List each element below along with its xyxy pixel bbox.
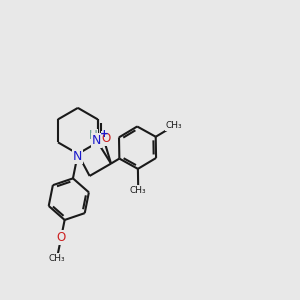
Text: CH₃: CH₃	[130, 186, 147, 195]
Text: O: O	[56, 231, 66, 244]
Text: H: H	[89, 129, 98, 142]
Text: CH₃: CH₃	[49, 254, 65, 263]
Text: N: N	[73, 150, 82, 163]
Text: +: +	[100, 129, 109, 139]
Text: CH₃: CH₃	[166, 121, 182, 130]
Text: O: O	[101, 132, 111, 146]
Text: N: N	[92, 134, 101, 147]
